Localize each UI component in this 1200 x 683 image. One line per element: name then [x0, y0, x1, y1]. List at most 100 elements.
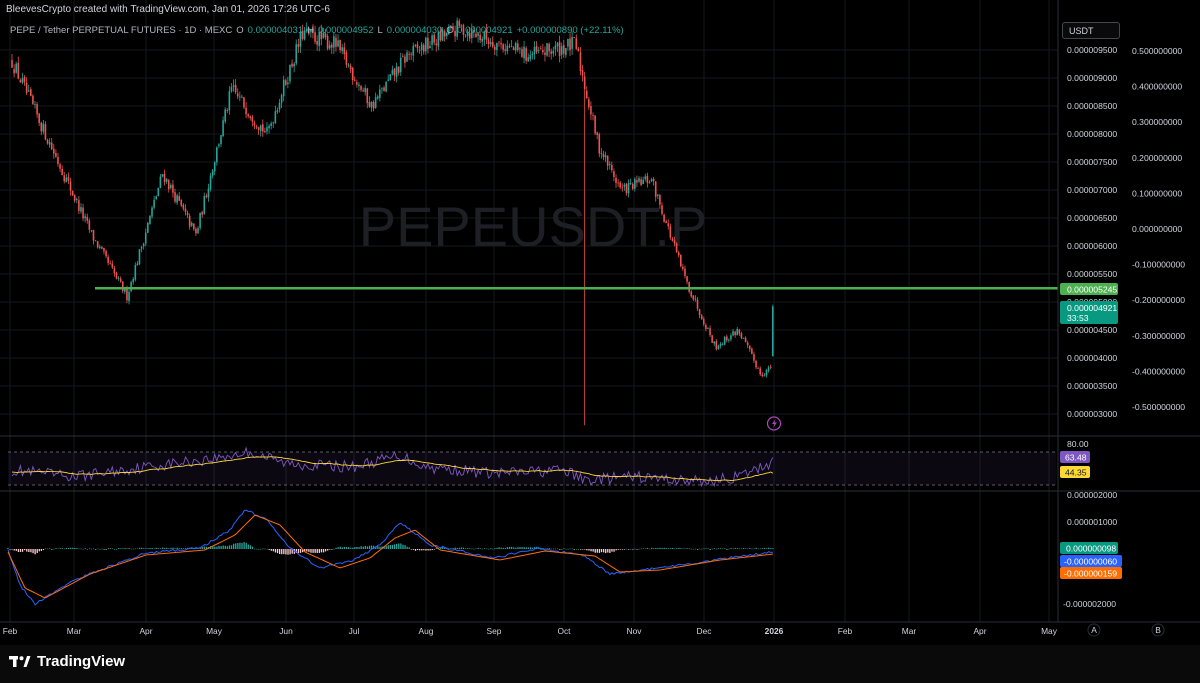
candle — [468, 27, 471, 42]
corner-button-a[interactable]: A — [1087, 623, 1101, 637]
svg-text:-0.000000159: -0.000000159 — [1064, 569, 1117, 579]
histogram-bar — [195, 547, 197, 549]
histogram-bar — [17, 549, 20, 553]
candle — [251, 114, 254, 127]
histogram-bar — [594, 549, 596, 553]
currency-button[interactable]: USDT — [1062, 22, 1120, 39]
candle — [677, 250, 680, 258]
histogram-bar — [304, 549, 306, 552]
candle — [289, 64, 291, 85]
histogram-bar — [648, 548, 651, 550]
candle — [98, 244, 101, 250]
candle — [264, 127, 266, 134]
svg-text:0.000000098: 0.000000098 — [1066, 544, 1116, 554]
candle — [17, 56, 20, 80]
candle — [165, 178, 168, 184]
candle — [360, 84, 362, 93]
histogram-bar — [11, 549, 13, 550]
histogram-bar — [130, 548, 132, 550]
histogram-bar — [471, 548, 473, 550]
histogram-bar — [632, 549, 634, 550]
candle — [96, 240, 99, 249]
time-axis[interactable]: Feb Mar Apr May Jun Jul Aug Sep Oct Nov Dec 2026 Feb… — [3, 626, 1058, 636]
histogram-bar — [621, 549, 624, 550]
histogram-bar — [590, 549, 592, 552]
histogram-bar — [205, 547, 208, 549]
histogram-bar — [709, 549, 711, 550]
candle — [376, 94, 379, 100]
candle — [284, 78, 287, 86]
candle — [57, 152, 59, 167]
histogram-bar — [285, 549, 287, 555]
symbol-description[interactable]: PEPE / Tether PERPETUAL FUTURES · 1D · M… — [10, 25, 233, 36]
candle — [725, 334, 728, 343]
histogram-bar — [44, 548, 47, 550]
candle — [362, 87, 364, 93]
candle — [383, 85, 385, 92]
tradingview-logo[interactable]: TradingView — [9, 653, 125, 670]
candle — [585, 86, 588, 99]
candle — [458, 18, 461, 28]
candle — [588, 96, 590, 110]
histogram-bar — [742, 548, 745, 549]
candle — [431, 33, 433, 51]
tradingview-chart[interactable]: PEPEUSDT.P 0.000009500 0.000009000 0.00000… — [0, 0, 1200, 645]
histogram-bar — [168, 548, 170, 549]
candle — [519, 46, 521, 54]
corner-button-b[interactable]: B — [1151, 623, 1165, 637]
histogram-bar — [740, 548, 743, 550]
candle — [372, 100, 375, 112]
candle — [88, 218, 91, 233]
candle — [320, 24, 323, 46]
candle — [644, 173, 647, 182]
histogram-bar — [203, 546, 206, 549]
candle — [583, 71, 586, 426]
candle — [393, 68, 396, 82]
candle — [84, 213, 86, 223]
price-tick-label: 0.000003500 — [1067, 381, 1117, 391]
histogram-bar — [356, 546, 358, 549]
candle — [364, 84, 367, 96]
candle — [73, 194, 76, 203]
histogram-bar — [747, 548, 749, 550]
rsi-pane — [11, 446, 774, 488]
histogram-bar — [88, 548, 91, 550]
candle — [512, 45, 515, 51]
candle — [477, 32, 479, 43]
histogram-bar — [176, 547, 178, 549]
candle — [728, 338, 730, 343]
histogram-bar — [699, 548, 701, 550]
candle — [755, 359, 757, 370]
candle — [525, 46, 527, 64]
histogram-bar — [306, 549, 308, 552]
alert-icon[interactable] — [766, 416, 782, 431]
candle — [25, 77, 28, 95]
histogram-bar — [107, 548, 109, 549]
candle — [445, 32, 448, 40]
histogram-bar — [383, 546, 385, 549]
candle — [328, 40, 331, 51]
candle — [489, 38, 492, 47]
candle — [598, 132, 601, 158]
candle — [646, 172, 649, 188]
candle — [638, 176, 640, 184]
time-tick-label: Dec — [697, 626, 712, 636]
histogram-bar — [408, 547, 410, 549]
candle — [117, 275, 120, 281]
candle — [604, 151, 607, 162]
candle — [11, 54, 13, 68]
candle — [596, 131, 598, 140]
candle — [504, 43, 507, 56]
histogram-bar — [462, 547, 465, 549]
candle — [529, 50, 532, 62]
time-tick-label: 2026 — [765, 626, 784, 636]
histogram-bar — [216, 546, 218, 549]
histogram-bar — [525, 547, 527, 549]
histogram-bar — [237, 542, 239, 549]
histogram-bar — [586, 549, 588, 551]
histogram-bar — [228, 545, 231, 549]
histogram-bar — [126, 548, 128, 550]
histogram-bar — [253, 548, 256, 550]
histogram-bar — [475, 548, 477, 550]
candle — [422, 43, 425, 55]
